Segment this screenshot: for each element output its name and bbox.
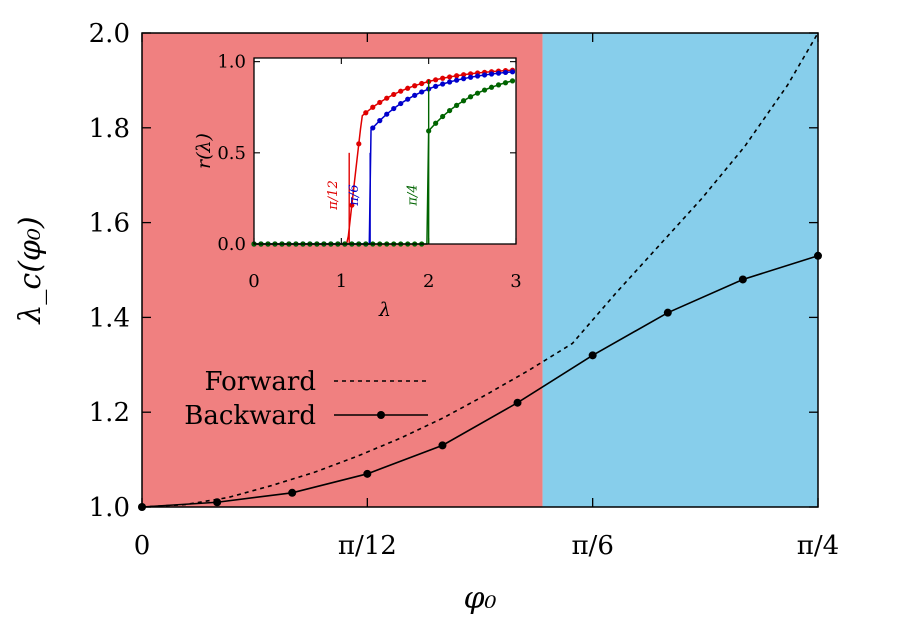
y-tick-label: 1.2: [89, 398, 130, 428]
inset-series: [251, 67, 516, 247]
data-point-backward: [513, 398, 522, 407]
inset-marker-1: [398, 100, 404, 107]
inset-marker-1: [419, 89, 425, 95]
series-line-backward: [141, 255, 819, 508]
legend-marker-backward: [377, 411, 385, 419]
y-tick-label: 1.6: [89, 209, 130, 239]
inset-x-tick-label: 1: [336, 271, 347, 292]
inset-curve-label: π/12: [326, 180, 341, 210]
x-tick-label: π/4: [797, 531, 839, 561]
inset-marker-1: [412, 92, 418, 98]
inset-tick-labels: 0.0 0.5 1.0 0 1 2 3: [217, 52, 521, 292]
inset-y-tick-label: 0.5: [217, 143, 246, 164]
data-point-backward: [363, 469, 372, 478]
inset-marker-0: [356, 141, 362, 147]
x-axis-title: φ₀: [463, 581, 496, 616]
inset-marker-1: [440, 81, 446, 87]
y-tick-label: 1.0: [89, 493, 130, 523]
inset-marker-2: [502, 80, 509, 86]
inset-marker-0: [363, 110, 369, 116]
inset-marker-0: [419, 80, 425, 87]
inset-marker-2: [440, 113, 446, 120]
inset-marker-1: [454, 77, 460, 83]
x-tick-label: π/12: [338, 531, 397, 561]
inset-marker-2: [433, 120, 439, 126]
y-tick-label: 2.0: [89, 19, 130, 49]
inset-background: [254, 58, 516, 244]
inset-marker-0: [377, 99, 383, 106]
data-point-backward: [438, 441, 447, 450]
legend-label-forward: Forward: [204, 367, 316, 397]
inset-marker-0: [454, 73, 460, 79]
inset-x-tick-label: 3: [510, 271, 521, 292]
inset-y-axis-title: r(λ): [193, 133, 215, 169]
inset-marker-0: [461, 72, 467, 78]
inset-marker-1: [391, 105, 397, 112]
inset-marker-1: [370, 125, 376, 131]
inset-marker-2: [454, 102, 460, 108]
inset-marker-1: [447, 79, 453, 85]
data-point-backward: [213, 498, 222, 507]
inset-marker-2: [474, 90, 481, 96]
inset-curve-labels: π/12 π/6 π/4: [326, 180, 420, 210]
region-blue: [542, 33, 818, 507]
series-line-forward: [141, 32, 819, 508]
inset-marker-0: [349, 202, 355, 208]
inset-marker-2: [488, 84, 495, 90]
y-tick-label: 1.4: [89, 303, 130, 333]
inset-marker-1: [495, 70, 502, 76]
inset-marker-1: [461, 76, 467, 82]
inset-marker-1: [481, 72, 488, 78]
inset-marker-0: [447, 74, 453, 80]
inset-marker-1: [474, 73, 481, 79]
inset-y-tick-label: 1.0: [217, 52, 246, 73]
inset-marker-2: [495, 82, 502, 88]
inset-marker-0: [405, 85, 411, 91]
inset-x-axis-title: λ: [378, 299, 391, 321]
main-tick-labels: 1.0 1.2 1.4 1.6 1.8 2.0 0 π/12 π/6 π/4: [89, 19, 840, 561]
inset-marker-0: [398, 88, 404, 94]
inset-marker-1: [502, 69, 509, 76]
inset-marker-2: [509, 78, 516, 84]
inset-plot: 0.0 0.5 1.0 0 1 2 3 λ r(λ) π/12 π/6 π/4: [193, 52, 522, 321]
inset-y-tick-label: 0.0: [217, 234, 246, 255]
main-series: [138, 32, 822, 511]
main-frame: [141, 32, 819, 508]
data-point-backward: [288, 488, 297, 497]
data-point-backward: [663, 308, 672, 317]
inset-marker-1: [509, 69, 516, 75]
inset-marker-2: [461, 98, 467, 104]
inset-x-tick-label: 0: [248, 271, 259, 292]
inset-marker-1: [433, 83, 439, 89]
inset-marker-0: [370, 104, 376, 110]
inset-marker-1: [467, 74, 474, 80]
y-tick-label: 1.8: [89, 114, 130, 144]
inset-marker-0: [391, 91, 397, 98]
inset-marker-1: [377, 118, 383, 124]
inset-marker-1: [384, 111, 390, 117]
inset-frame: [253, 57, 517, 245]
x-tick-label: π/6: [571, 531, 613, 561]
inset-marker-2: [481, 87, 488, 93]
legend: Forward Backward: [184, 367, 428, 431]
inset-marker-1: [488, 71, 495, 77]
inset-marker-2: [426, 128, 432, 134]
legend-label-backward: Backward: [184, 401, 316, 431]
inset-marker-0: [433, 77, 439, 83]
x-tick-label: 0: [134, 531, 151, 561]
inset-curve-label: π/6: [347, 184, 362, 206]
inset-marker-1: [405, 96, 411, 102]
inset-marker-2: [447, 107, 453, 114]
inset-marker-0: [412, 83, 418, 89]
data-point-backward: [738, 275, 747, 284]
inset-marker-2: [467, 94, 474, 100]
data-point-backward: [588, 351, 597, 360]
y-axis-title: λ_c(φ₀): [13, 216, 48, 324]
inset-x-tick-label: 2: [423, 271, 434, 292]
inset-marker-0: [440, 75, 446, 81]
inset-marker-0: [384, 95, 390, 101]
inset-curve-label: π/4: [406, 184, 421, 206]
